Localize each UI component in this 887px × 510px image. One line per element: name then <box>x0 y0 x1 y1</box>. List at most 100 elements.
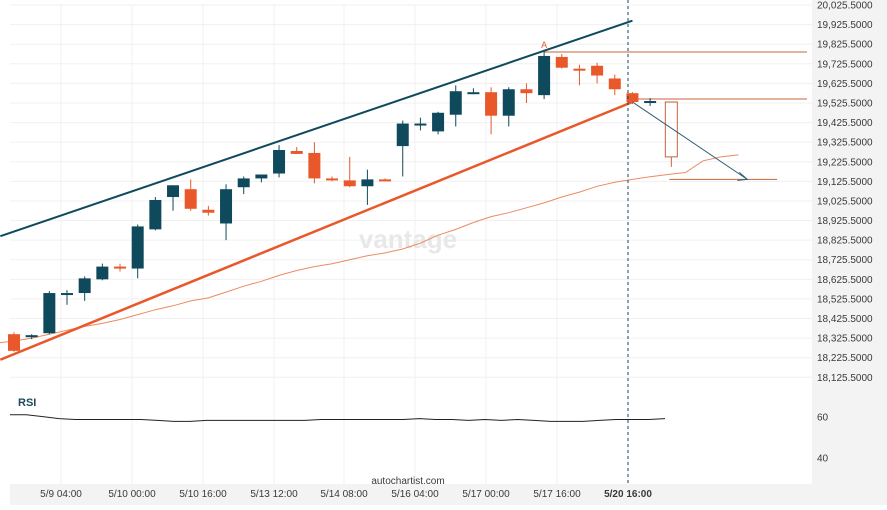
rsi-tick-label: 60 <box>817 413 829 424</box>
candle <box>290 147 303 154</box>
candle <box>202 205 215 216</box>
candle-body <box>414 123 427 126</box>
candle-body <box>8 334 20 351</box>
candle-body <box>220 189 233 224</box>
y-tick-label: 20,025.5000 <box>817 1 873 12</box>
candle-body <box>591 65 604 76</box>
candle <box>237 176 250 195</box>
y-tick-label: 19,425.5000 <box>817 118 873 129</box>
x-tick-label: 5/20 16:00 <box>604 489 652 500</box>
candle <box>149 197 162 231</box>
candle <box>485 87 498 135</box>
resistance-trendline <box>0 19 633 238</box>
x-tick-label: 5/14 08:00 <box>320 489 368 500</box>
candle <box>184 179 197 211</box>
candle <box>608 74 621 96</box>
y-tick-label: 18,425.5000 <box>817 314 873 325</box>
candle-body <box>432 112 445 132</box>
axis-layer: 20,025.5000 19,925.5000 19,825.5000 19,725.… <box>10 0 887 505</box>
overlay-layer <box>627 0 749 484</box>
y-tick-label: 19,025.5000 <box>817 196 873 207</box>
candle <box>379 178 392 182</box>
candle <box>326 176 339 182</box>
candle <box>25 334 38 340</box>
candle <box>396 120 409 177</box>
x-tick-label: 5/9 04:00 <box>40 489 82 500</box>
candle-body <box>608 78 621 90</box>
pattern-point-label: A <box>541 40 547 50</box>
projection-arrow-line <box>632 101 748 180</box>
x-tick-label: 5/13 12:00 <box>250 489 298 500</box>
candle <box>361 169 374 205</box>
candle-body <box>626 93 639 102</box>
projection-arrowhead <box>737 172 749 181</box>
y-tick-label: 19,125.5000 <box>817 177 873 188</box>
watermark-layer: vantage <box>359 224 457 254</box>
y-tick-label: 18,825.5000 <box>817 236 873 247</box>
candle-body <box>326 178 339 181</box>
x-tick-label: 5/16 04:00 <box>391 489 439 500</box>
y-tick-label: 18,225.5000 <box>817 353 873 364</box>
y-tick-label: 18,125.5000 <box>817 373 873 384</box>
x-tick-label: 5/17 16:00 <box>533 489 581 500</box>
source-label: autochartist.com <box>371 476 444 487</box>
candle-body <box>96 266 109 280</box>
candle <box>43 291 56 335</box>
candle <box>432 111 445 135</box>
candle-body <box>43 293 56 334</box>
candle-body <box>555 56 568 68</box>
y-tick-label: 19,725.5000 <box>817 59 873 70</box>
candle <box>114 263 127 272</box>
y-tick-label: 19,225.5000 <box>817 157 873 168</box>
candle <box>131 224 144 279</box>
rsi-tick-label: 40 <box>817 454 829 465</box>
rsi-label: RSI <box>18 397 36 409</box>
moving-average-line <box>0 154 739 344</box>
y-tick-label: 19,925.5000 <box>817 20 873 31</box>
candle <box>78 276 91 301</box>
candle-body <box>538 55 551 96</box>
y-tick-label: 18,325.5000 <box>817 334 873 345</box>
candle-body <box>131 226 144 269</box>
candle <box>467 88 480 95</box>
candle-body <box>467 92 480 95</box>
candle-body <box>184 189 197 209</box>
candles-layer <box>8 50 657 352</box>
forecast-box <box>664 101 678 158</box>
candle-body <box>361 179 374 187</box>
x-tick-label: 5/10 00:00 <box>108 489 156 500</box>
candle <box>502 87 515 127</box>
candle <box>61 290 74 305</box>
candle-body <box>343 180 356 187</box>
candle <box>538 50 551 100</box>
y-tick-label: 19,625.5000 <box>817 79 873 90</box>
candle-body <box>308 152 321 179</box>
candle <box>167 185 180 211</box>
rsi-layer: RSI <box>10 397 666 422</box>
moving-average-layer <box>0 154 739 344</box>
candle <box>644 98 657 106</box>
candle-body <box>167 185 180 198</box>
candle <box>343 156 356 188</box>
candle-body <box>573 68 586 71</box>
y-tick-label: 18,525.5000 <box>817 294 873 305</box>
candle <box>573 64 586 86</box>
candle <box>520 83 533 103</box>
candle-body <box>149 199 162 230</box>
candle <box>273 145 286 178</box>
candle-body <box>78 278 91 294</box>
candle <box>449 85 462 127</box>
candle <box>414 117 427 131</box>
rsi-line <box>10 414 666 422</box>
y-tick-label: 19,325.5000 <box>817 138 873 149</box>
watermark: vantage <box>359 224 457 254</box>
candle-body <box>255 174 268 179</box>
y-tick-label: 19,825.5000 <box>817 40 873 51</box>
y-tick-label: 18,625.5000 <box>817 275 873 286</box>
candle <box>555 53 568 69</box>
y-axis-background <box>812 0 887 505</box>
candle-body <box>114 266 127 269</box>
candle-body <box>25 335 38 338</box>
